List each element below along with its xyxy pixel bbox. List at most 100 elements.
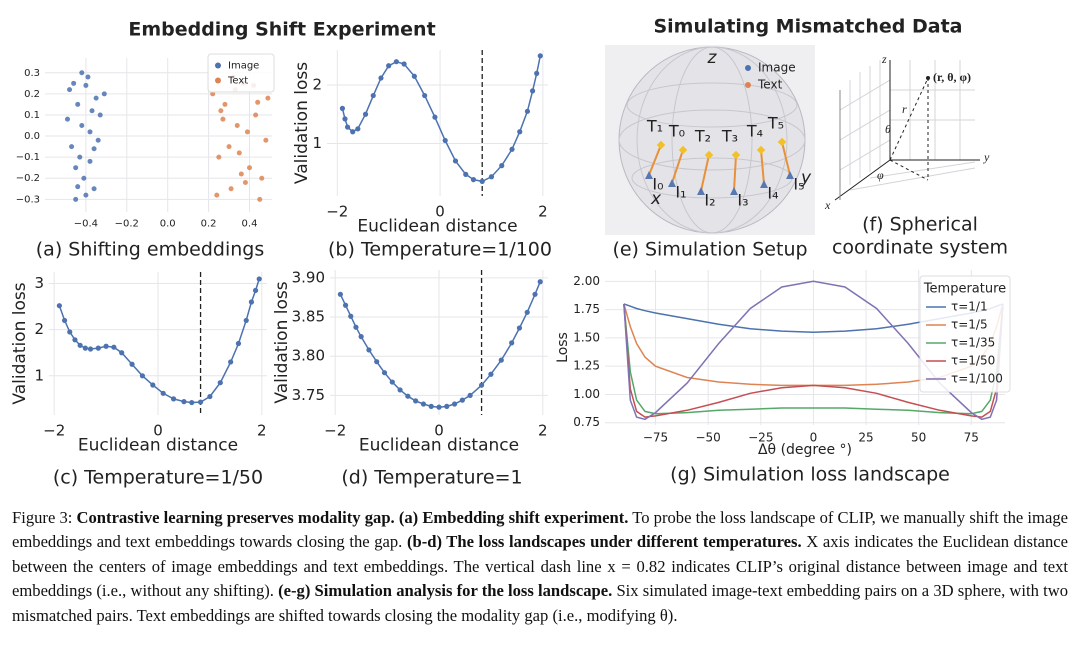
spherical-coordinates: z (r, θ, φ) r θ y φ x (f) Spherical coor… <box>824 52 1008 259</box>
axis-label: y <box>800 168 812 188</box>
point <box>428 403 434 409</box>
point <box>81 175 87 181</box>
point <box>210 91 216 97</box>
point <box>67 329 73 335</box>
point <box>470 177 477 183</box>
point <box>459 397 465 403</box>
point <box>217 380 223 386</box>
text-label: T₄ <box>746 122 763 141</box>
pair-arrow <box>648 144 662 176</box>
text-label: T₅ <box>767 114 784 133</box>
x-tick-label: −0.4 <box>74 219 98 230</box>
caption-bold: (b-d) The loss landscapes under differen… <box>406 532 802 552</box>
point <box>342 302 349 308</box>
point <box>348 313 354 319</box>
panel-caption: (g) Simulation loss landscape <box>670 464 950 486</box>
point <box>242 179 248 185</box>
point <box>362 111 369 117</box>
grid <box>839 60 976 191</box>
caption-text: Six simulated image-text embedding pairs… <box>12 581 1069 625</box>
point <box>160 390 166 396</box>
point <box>488 371 494 377</box>
point <box>479 178 485 184</box>
point <box>534 70 540 76</box>
y-tick-label: 1.00 <box>573 387 600 401</box>
caption-text: X axis indicates the Euclidean distance … <box>12 532 1068 601</box>
point <box>401 61 407 67</box>
y-tick-label: 1.25 <box>573 359 600 373</box>
pair-arrow <box>760 149 765 185</box>
x-tick-label: 0.0 <box>160 219 176 230</box>
point <box>216 154 222 160</box>
x-tick-label: 0 <box>153 421 163 439</box>
legend-label: Image <box>758 61 796 75</box>
y-tick-label: 1.50 <box>573 330 600 344</box>
point <box>170 396 177 402</box>
panel-caption: (a) Shifting embeddings <box>36 239 264 261</box>
y-axis-label: Loss <box>555 332 571 363</box>
point <box>509 146 515 152</box>
image-label: I₀ <box>652 175 663 194</box>
point <box>139 373 146 379</box>
point <box>101 91 107 97</box>
sphere-line <box>618 109 806 171</box>
point <box>103 343 109 349</box>
x-axis-label: Δθ (degree °) <box>758 442 852 458</box>
point <box>257 196 263 202</box>
point <box>93 95 99 101</box>
point <box>87 129 93 135</box>
point <box>355 126 361 132</box>
legend-swatch <box>215 62 221 69</box>
point <box>252 287 259 294</box>
chart: −75 −50 −25 0 25 50 75 0.75 1.00 1.25 1.50 1.75 2.00… <box>555 270 1011 486</box>
point <box>337 291 343 297</box>
panel-caption: (d) Temperature=1 <box>341 467 522 489</box>
point <box>207 393 213 400</box>
y-tick-label: 3.80 <box>292 347 325 365</box>
y-tick-label: 0.75 <box>573 415 600 429</box>
point <box>516 325 523 331</box>
legend-box <box>207 53 275 93</box>
text-label: T₃ <box>721 127 738 146</box>
point <box>248 299 255 305</box>
axis-label: x <box>824 198 831 212</box>
point <box>517 129 523 135</box>
point <box>509 340 515 346</box>
point <box>532 291 538 297</box>
x-tick-label: −2 <box>43 421 65 439</box>
y-tick-label: 0.1 <box>24 110 40 121</box>
point <box>87 346 94 352</box>
point <box>83 192 89 198</box>
y-tick-label: 3.75 <box>292 386 325 404</box>
panel-caption: (e) Simulation Setup <box>612 239 807 261</box>
legend-label: τ=1/5 <box>951 318 988 332</box>
point <box>529 88 536 94</box>
point <box>226 144 232 150</box>
point <box>119 350 125 356</box>
point <box>499 163 505 169</box>
point <box>436 404 442 410</box>
image-label: I₄ <box>767 184 778 203</box>
pair-arrow <box>781 141 791 176</box>
point <box>432 114 438 120</box>
point <box>381 370 388 376</box>
image-label: I₃ <box>737 191 748 210</box>
point <box>263 137 269 143</box>
line <box>623 280 1004 421</box>
point <box>97 112 103 118</box>
point <box>344 124 351 130</box>
y-tick-label: 3.90 <box>292 268 325 286</box>
y-tick-label: 0.2 <box>24 89 40 100</box>
x-tick-label: 2 <box>538 421 548 439</box>
point <box>353 324 359 330</box>
x-tick-label: 0 <box>435 202 445 220</box>
point <box>61 317 68 324</box>
axis-label: z <box>881 52 887 66</box>
point <box>69 144 75 150</box>
x-tick-label: 2 <box>257 421 267 439</box>
y-tick-label: 3 <box>34 274 44 292</box>
point <box>189 399 195 406</box>
legend-swatch <box>215 77 221 84</box>
point <box>77 342 83 348</box>
pair-arrow <box>733 154 737 192</box>
